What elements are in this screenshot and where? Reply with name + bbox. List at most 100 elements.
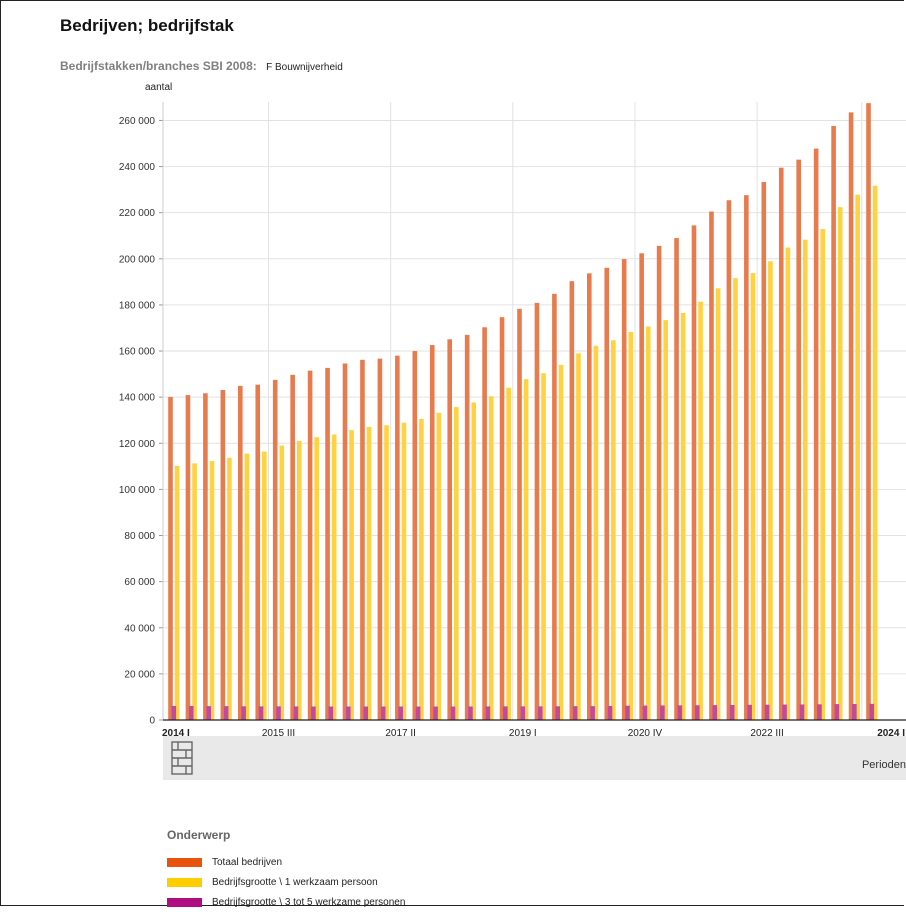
bar-1-29[interactable] (680, 313, 686, 720)
bar-1-7[interactable] (296, 440, 302, 720)
bar-2-0[interactable] (171, 705, 177, 720)
bar-1-36[interactable] (803, 239, 808, 721)
bar-2-34[interactable] (764, 704, 770, 720)
bar-2-6[interactable] (276, 706, 281, 720)
bar-0-10[interactable] (342, 363, 348, 721)
bar-2-7[interactable] (293, 706, 299, 720)
bar-0-36[interactable] (796, 159, 801, 720)
bar-2-20[interactable] (520, 706, 526, 720)
bar-1-14[interactable] (419, 418, 424, 720)
bar-0-33[interactable] (744, 195, 749, 720)
bar-2-10[interactable] (346, 706, 351, 720)
bar-1-3[interactable] (227, 457, 232, 720)
legend-item-1-werkzaam[interactable]: Bedrijfsgrootte \ 1 werkzaam persoon (167, 872, 405, 892)
bar-0-40[interactable] (866, 103, 871, 720)
bar-2-12[interactable] (380, 706, 386, 720)
bar-1-8[interactable] (314, 437, 319, 720)
bar-2-17[interactable] (468, 706, 473, 720)
bar-1-11[interactable] (366, 426, 372, 720)
bar-0-7[interactable] (290, 374, 295, 720)
bar-1-34[interactable] (768, 261, 773, 720)
bar-2-15[interactable] (433, 706, 438, 720)
bar-0-6[interactable] (272, 379, 278, 720)
bar-0-16[interactable] (447, 339, 452, 720)
bar-1-18[interactable] (488, 396, 494, 720)
bar-0-32[interactable] (726, 200, 732, 721)
bar-0-29[interactable] (674, 238, 679, 721)
bar-2-32[interactable] (729, 705, 735, 720)
bar-1-31[interactable] (715, 288, 721, 720)
bar-0-30[interactable] (691, 225, 697, 720)
bar-0-20[interactable] (517, 308, 522, 720)
bar-2-22[interactable] (555, 706, 560, 720)
bar-1-9[interactable] (331, 434, 337, 720)
bar-1-17[interactable] (471, 402, 477, 720)
bar-0-9[interactable] (325, 367, 330, 720)
bar-1-15[interactable] (436, 412, 442, 720)
bar-2-16[interactable] (450, 706, 456, 720)
bar-1-33[interactable] (750, 273, 756, 720)
bar-0-38[interactable] (831, 125, 836, 721)
bar-2-37[interactable] (817, 704, 822, 720)
bar-2-8[interactable] (311, 706, 316, 720)
bar-2-1[interactable] (188, 705, 194, 720)
bar-2-31[interactable] (712, 705, 718, 720)
bar-1-39[interactable] (855, 194, 860, 720)
bar-2-2[interactable] (206, 706, 211, 720)
bar-0-34[interactable] (761, 182, 767, 720)
bar-1-25[interactable] (611, 340, 616, 720)
bar-0-21[interactable] (534, 302, 540, 720)
bar-0-26[interactable] (621, 259, 627, 720)
bar-2-25[interactable] (607, 705, 613, 720)
bar-2-28[interactable] (660, 705, 665, 720)
bar-1-22[interactable] (558, 364, 564, 720)
bar-2-18[interactable] (485, 706, 491, 720)
bar-2-5[interactable] (258, 706, 264, 720)
bar-2-39[interactable] (852, 703, 857, 720)
bar-1-40[interactable] (872, 185, 878, 720)
bar-0-14[interactable] (412, 351, 418, 720)
bar-0-1[interactable] (185, 395, 191, 720)
bar-1-21[interactable] (541, 373, 546, 720)
bar-2-36[interactable] (799, 704, 805, 720)
bar-0-12[interactable] (377, 358, 383, 720)
bar-0-22[interactable] (552, 293, 557, 720)
bar-0-13[interactable] (395, 355, 400, 720)
bar-0-37[interactable] (813, 148, 819, 720)
bar-2-30[interactable] (695, 705, 700, 720)
bar-1-20[interactable] (523, 379, 529, 720)
bar-0-15[interactable] (429, 345, 435, 720)
bar-1-26[interactable] (628, 331, 634, 720)
bar-2-27[interactable] (642, 705, 648, 720)
bar-0-19[interactable] (499, 317, 505, 720)
bar-1-24[interactable] (593, 345, 599, 720)
bar-0-28[interactable] (656, 245, 662, 720)
bar-2-38[interactable] (834, 704, 840, 720)
bar-2-9[interactable] (328, 706, 334, 720)
bar-0-18[interactable] (482, 327, 487, 720)
bar-1-27[interactable] (645, 326, 651, 720)
filter-value[interactable]: F Bouwnijverheid (266, 62, 343, 73)
bar-2-4[interactable] (241, 706, 246, 720)
bar-0-17[interactable] (464, 334, 470, 720)
legend-item-3-tot-5[interactable]: Bedrijfsgrootte \ 3 tot 5 werkzame perso… (167, 892, 405, 912)
bar-1-23[interactable] (576, 353, 581, 720)
bar-0-24[interactable] (587, 273, 592, 720)
bar-2-21[interactable] (537, 706, 543, 720)
bar-1-6[interactable] (279, 445, 285, 720)
bar-2-40[interactable] (869, 703, 875, 720)
bar-2-33[interactable] (747, 704, 752, 720)
bar-1-19[interactable] (506, 387, 511, 720)
bar-1-5[interactable] (262, 451, 267, 720)
bar-2-3[interactable] (223, 706, 229, 720)
bar-1-4[interactable] (244, 453, 250, 720)
bar-0-3[interactable] (220, 390, 226, 720)
bar-1-35[interactable] (785, 247, 791, 720)
bar-2-19[interactable] (503, 706, 508, 720)
bar-2-23[interactable] (572, 706, 578, 720)
bar-0-27[interactable] (639, 253, 644, 720)
bar-0-39[interactable] (848, 112, 854, 720)
bar-2-11[interactable] (363, 706, 369, 720)
bar-1-1[interactable] (192, 463, 197, 720)
bar-0-2[interactable] (203, 393, 208, 720)
